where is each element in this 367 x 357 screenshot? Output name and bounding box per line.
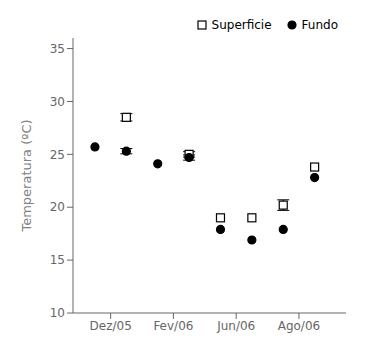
svg-text:Temperatura (ºC): Temperatura (ºC): [19, 119, 34, 232]
html-text:Superficie: Superficie: [211, 18, 272, 32]
svg-text:20: 20: [50, 200, 65, 214]
svg-text:15: 15: [50, 253, 65, 267]
svg-text:Ago/06: Ago/06: [278, 319, 320, 333]
svg-text:Dez/05: Dez/05: [90, 319, 132, 333]
svg-text:Jun/06: Jun/06: [216, 319, 255, 333]
svg-text:30: 30: [50, 95, 65, 109]
svg-text:10: 10: [50, 306, 65, 320]
svg-text:Fev/06: Fev/06: [153, 319, 193, 333]
svg-text:35: 35: [50, 42, 65, 56]
svg-text:25: 25: [50, 148, 65, 162]
html-text:Fundo: Fundo: [301, 18, 338, 32]
